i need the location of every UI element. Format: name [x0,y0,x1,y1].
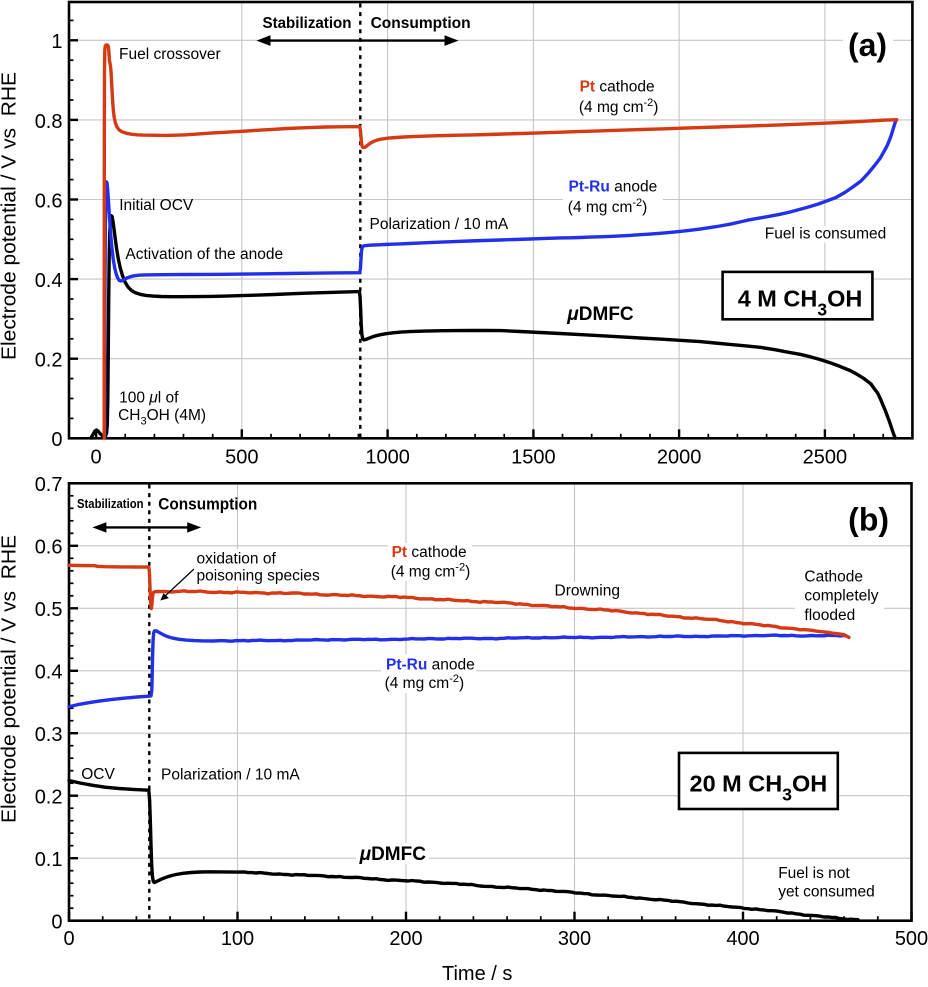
svg-text:2500: 2500 [803,446,848,468]
svg-text:0.6: 0.6 [35,537,63,559]
svg-text:Initial OCV: Initial OCV [119,197,194,214]
svg-text:0: 0 [51,429,62,451]
svg-text:0.2: 0.2 [35,787,63,809]
svg-text:2000: 2000 [657,446,702,468]
svg-text:Pt-Ru anode: Pt-Ru anode [569,179,658,196]
svg-text:OCV: OCV [81,766,115,783]
svg-text:100: 100 [221,928,254,950]
svg-text:1000: 1000 [365,446,410,468]
svg-text:completely: completely [804,588,878,605]
svg-text:300: 300 [558,928,591,950]
svg-text:0.4: 0.4 [35,270,63,292]
svg-text:Pt cathode: Pt cathode [580,79,655,96]
svg-text:Consumption: Consumption [371,15,471,32]
svg-text:Activation of the anode: Activation of the anode [125,246,283,263]
svg-text:(a): (a) [848,27,887,63]
svg-text:Fuel is consumed: Fuel is consumed [765,226,886,243]
svg-text:400: 400 [726,928,759,950]
svg-text:oxidation of: oxidation of [197,551,277,568]
svg-text:Fuel crossover: Fuel crossover [119,46,221,63]
svg-text:Pt cathode: Pt cathode [392,544,467,561]
svg-text:200: 200 [389,928,422,950]
svg-text:flooded: flooded [804,607,855,624]
svg-text:0.7: 0.7 [35,474,63,496]
svg-text:(4 mg cm-2): (4 mg cm-2) [385,673,465,692]
svg-text:0: 0 [63,928,74,950]
svg-text:Time / s: Time / s [442,963,512,982]
svg-text:(4 mg cm-2): (4 mg cm-2) [579,97,659,116]
svg-text:0.2: 0.2 [35,350,63,372]
svg-text:Polarization / 10 mA: Polarization / 10 mA [161,767,300,784]
svg-text:yet consumed: yet consumed [778,883,875,900]
svg-text:Electrode potential / V vs RH: Electrode potential / V vs RHE [0,535,21,823]
svg-text:Stabilization: Stabilization [77,496,144,511]
svg-text:0.1: 0.1 [35,849,63,871]
svg-text:Cathode: Cathode [804,568,863,585]
svg-text:100 μl of: 100 μl of [119,389,179,406]
svg-text:(4 mg cm-2): (4 mg cm-2) [391,562,471,581]
svg-text:Fuel is not: Fuel is not [778,865,850,882]
svg-text:0.4: 0.4 [35,662,63,684]
svg-text:0: 0 [91,446,102,468]
svg-text:Pt-Ru anode: Pt-Ru anode [386,657,475,674]
svg-text:500: 500 [895,928,928,950]
svg-text:0.6: 0.6 [35,190,63,212]
svg-text:Drowning: Drowning [555,583,620,600]
svg-text:(b): (b) [848,502,889,538]
svg-text:1500: 1500 [511,446,556,468]
svg-text:μDMFC: μDMFC [359,844,427,865]
svg-text:Stabilization: Stabilization [263,15,352,32]
svg-text:μDMFC: μDMFC [566,304,634,325]
svg-text:0.8: 0.8 [35,111,63,133]
svg-text:0.3: 0.3 [35,724,63,746]
svg-text:0.5: 0.5 [35,599,63,621]
svg-text:500: 500 [225,446,258,468]
svg-text:(4 mg cm-2): (4 mg cm-2) [568,197,648,216]
svg-text:Consumption: Consumption [158,494,257,513]
svg-text:0: 0 [51,912,62,934]
svg-text:1: 1 [51,31,62,53]
svg-text:poisoning species: poisoning species [197,568,320,585]
svg-text:Polarization / 10 mA: Polarization / 10 mA [370,216,509,233]
svg-text:Electrode potential / V vs RH: Electrode potential / V vs RHE [0,72,21,360]
svg-text:CH3OH (4M): CH3OH (4M) [118,407,206,428]
